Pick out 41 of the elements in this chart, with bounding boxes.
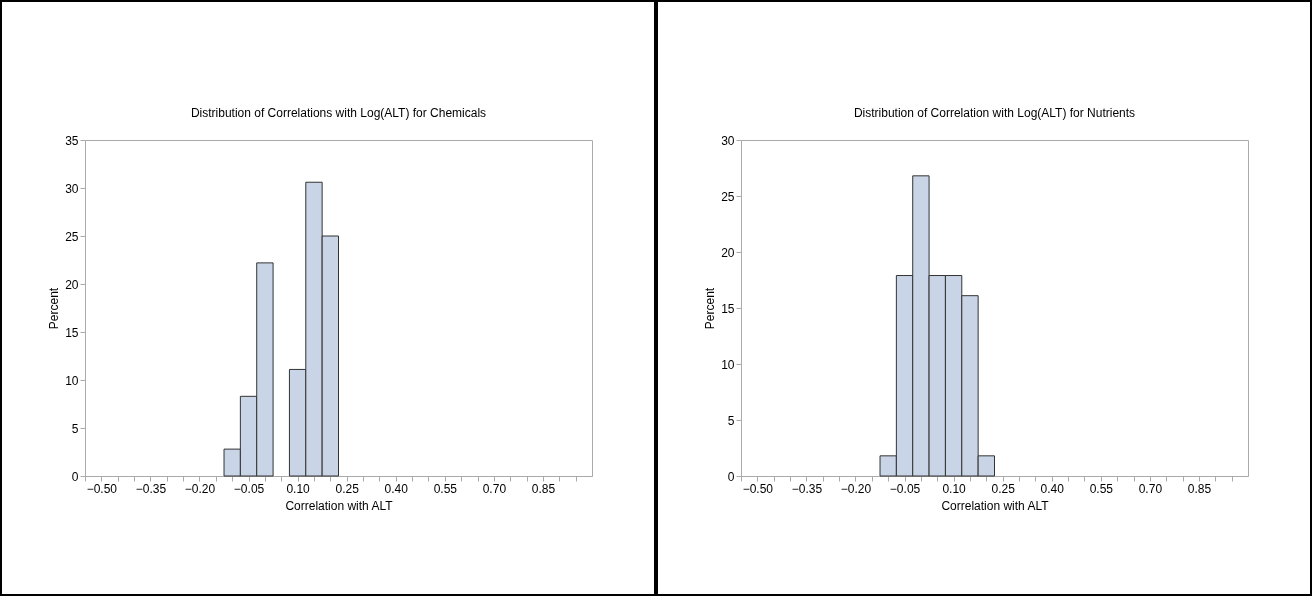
x-tick-label: 0.55 [433,481,458,496]
y-tick-label: 15 [721,301,735,316]
y-tick-label: 10 [721,357,735,372]
y-tick-label: 15 [65,325,79,340]
y-tick-label: 30 [65,181,79,196]
x-tick-label: 0.55 [1089,481,1114,496]
y-tick-label: 0 [71,469,79,484]
x-tick-label: −0.20 [184,481,216,496]
x-tick-label: −0.05 [233,481,265,496]
x-tick-label: −0.35 [791,481,823,496]
x-tick-label: −0.05 [889,481,921,496]
chart-title: Distribution of Correlation with Log(ALT) for Nutrients [853,106,1136,120]
x-tick-label: −0.35 [135,481,167,496]
y-axis-title: Percent [703,287,718,330]
y-tick-label: 20 [65,277,79,292]
y-tick-label: 25 [721,189,735,204]
x-tick-label: −0.50 [86,481,118,496]
y-tick-label: 5 [71,421,79,436]
x-tick-label: 0.10 [942,481,967,496]
x-tick-label: 0.40 [384,481,409,496]
y-tick-label: 10 [65,373,79,388]
x-tick-label: 0.10 [286,481,311,496]
x-tick-label: −0.20 [840,481,872,496]
x-tick-label: 0.70 [482,481,507,496]
chart-title: Distribution of Correlations with Log(ALT) for Chemicals [190,106,487,120]
y-tick-label: 25 [65,229,79,244]
y-tick-label: 20 [721,245,735,260]
x-tick-label: 0.40 [1040,481,1065,496]
x-axis-title: Correlation with ALT [285,498,394,513]
x-tick-label: 0.85 [531,481,556,496]
x-tick-label: 0.70 [1138,481,1163,496]
y-tick-label: 0 [727,469,735,484]
x-tick-label: −0.50 [742,481,774,496]
y-axis-title: Percent [47,287,62,330]
x-tick-label: 0.85 [1187,481,1212,496]
y-tick-label: 35 [65,133,79,148]
x-tick-label: 0.25 [335,481,360,496]
x-axis-title: Correlation with ALT [941,498,1050,513]
y-tick-label: 5 [727,413,735,428]
y-tick-label: 30 [721,133,735,148]
x-tick-label: 0.25 [991,481,1016,496]
